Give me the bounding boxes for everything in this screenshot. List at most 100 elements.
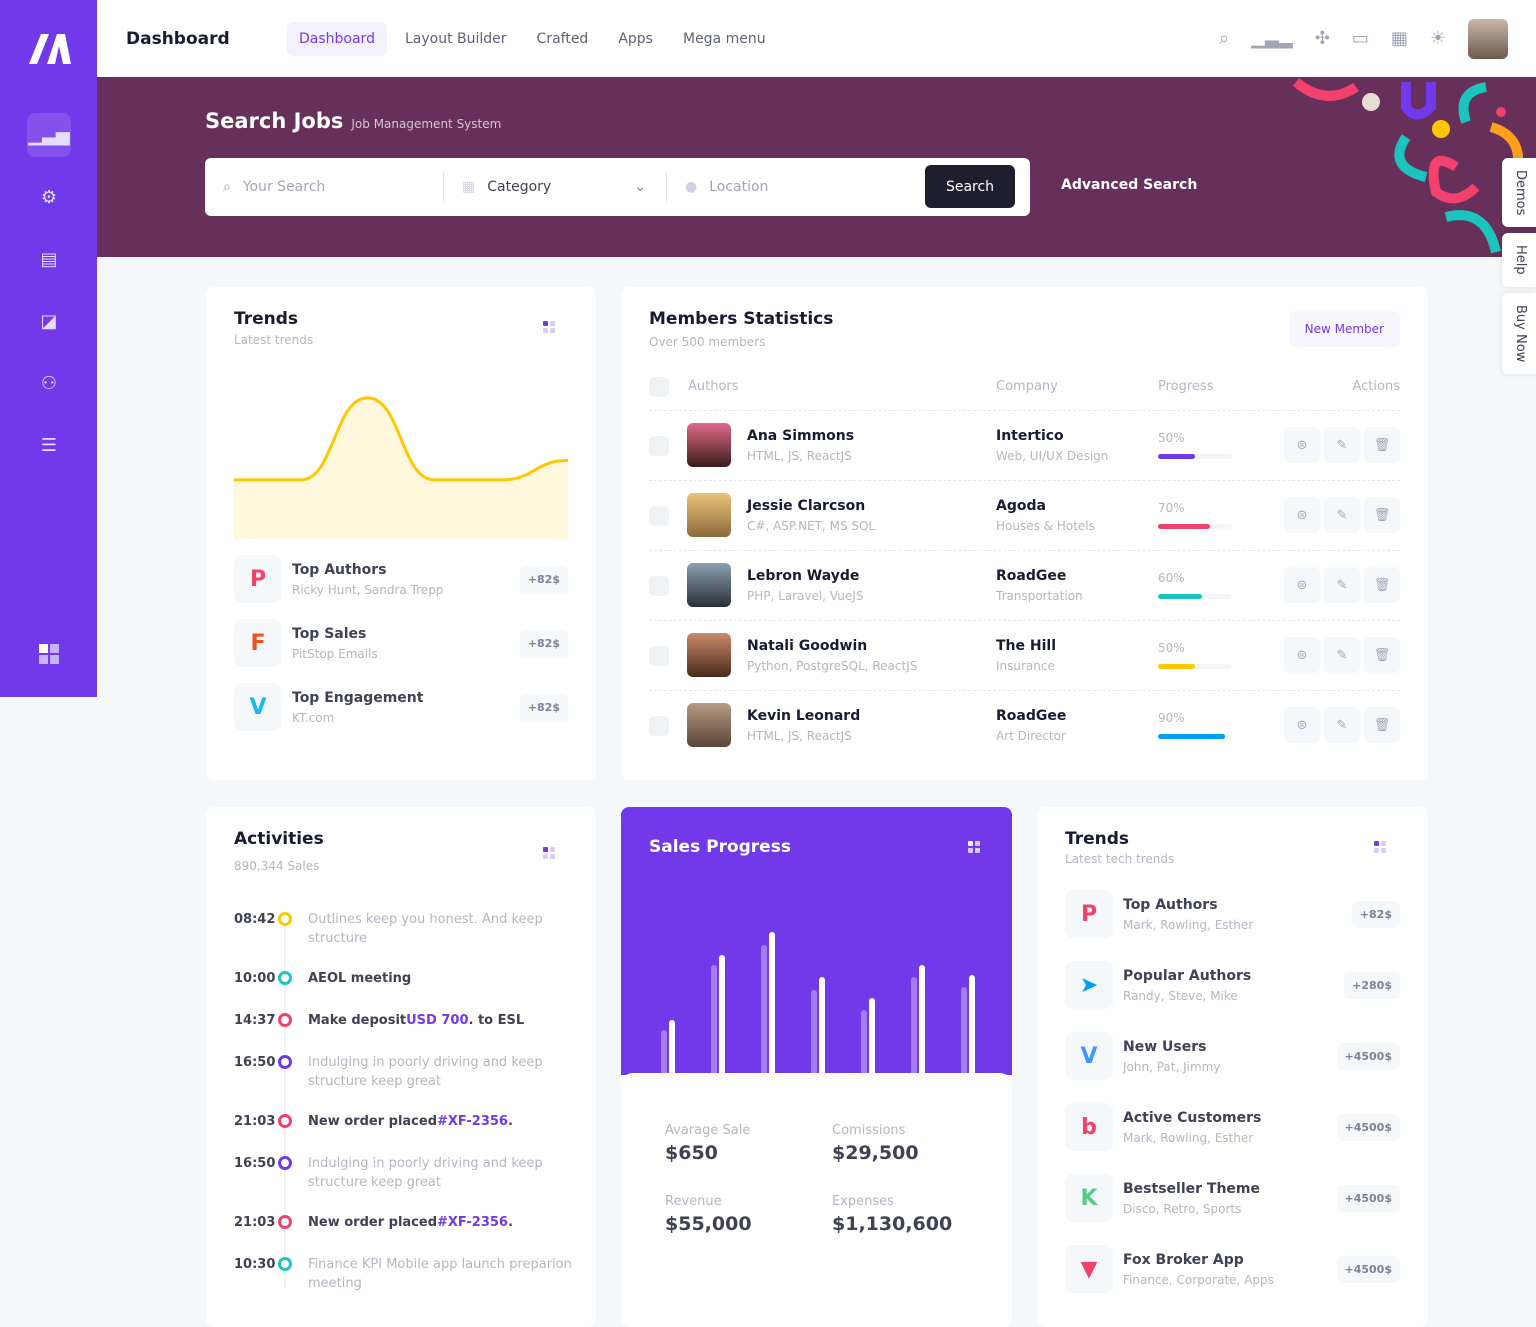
select-all-checkbox[interactable] (649, 377, 669, 397)
toggle-icon[interactable]: ⊜ (1284, 707, 1320, 743)
new-member-button[interactable]: New Member (1288, 311, 1400, 347)
delete-icon[interactable]: 🗑 (1364, 427, 1400, 463)
row-checkbox[interactable] (649, 506, 669, 526)
sales-stat: Revenue $55,000 (665, 1194, 752, 1235)
sidebar-item-users[interactable]: ⚇ (27, 361, 71, 405)
member-name[interactable]: Kevin Leonard (747, 708, 861, 724)
chat-icon[interactable]: ▭ (1351, 28, 1369, 49)
delete-icon[interactable]: 🗑 (1364, 567, 1400, 603)
table-row: Kevin Leonard HTML, JS, ReactJS RoadGee … (649, 690, 1400, 760)
toggle-icon[interactable]: ⊜ (1284, 427, 1320, 463)
sidebar-item-note[interactable]: ◪ (27, 299, 71, 343)
company-description: Art Director (996, 729, 1066, 743)
nav-tab[interactable]: Dashboard (287, 21, 387, 56)
delete-icon[interactable]: 🗑 (1364, 497, 1400, 533)
nav-tab[interactable]: Mega menu (682, 30, 766, 47)
item-title: Top Engagement (292, 689, 424, 706)
row-checkbox[interactable] (649, 436, 669, 456)
nav-tab[interactable]: Crafted (536, 30, 589, 47)
item-subtitle: Ricky Hunt, Sandra Trepp (292, 582, 444, 597)
sidebar-item-list[interactable]: ☰ (27, 423, 71, 467)
location-icon: ● (685, 179, 698, 195)
toggle-icon[interactable]: ⊜ (1284, 497, 1320, 533)
sales-bar-secondary (711, 965, 717, 1077)
decorative-shapes (1292, 78, 1524, 254)
chart-icon: ▁▃▅ (28, 124, 70, 146)
member-name[interactable]: Lebron Wayde (747, 568, 860, 584)
trend-item[interactable]: V New Users John, Pat, Jimmy +4500$ (1065, 1032, 1400, 1080)
progress-label: 50% (1158, 641, 1185, 655)
company-description: Houses & Hotels (996, 519, 1095, 533)
side-tab[interactable]: Buy Now (1502, 293, 1536, 375)
banner-title: Search Jobs (205, 109, 344, 133)
column-header[interactable]: Company (996, 379, 1058, 394)
search-icon[interactable]: ⌕ (1219, 28, 1230, 49)
trend-item[interactable]: b Active Customers Mark, Rowling, Esther +4… (1065, 1103, 1400, 1151)
member-name[interactable]: Jessie Clarcson (747, 498, 866, 514)
edit-icon[interactable]: ✎ (1324, 637, 1360, 673)
trend-item[interactable]: ➤ Popular Authors Randy, Steve, Mike +280$ (1065, 961, 1400, 1009)
advanced-search-link[interactable]: Advanced Search (1061, 177, 1198, 193)
trend-item[interactable]: V Top Engagement KT.com +82$ (234, 683, 568, 731)
chevron-down-icon[interactable]: ⌄ (634, 179, 646, 195)
search-input[interactable]: Your Search (242, 179, 326, 195)
menu-dots-icon[interactable] (1374, 841, 1386, 853)
menu-dots-icon[interactable] (543, 321, 555, 333)
location-input[interactable]: Location (709, 179, 769, 195)
trend-item[interactable]: P Top Authors Mark, Rowling, Esther +82$ (1065, 890, 1400, 938)
member-name[interactable]: Ana Simmons (747, 428, 855, 444)
row-checkbox[interactable] (649, 576, 669, 596)
nav-tab[interactable]: Apps (618, 30, 653, 47)
activity-link[interactable]: #XF-2356 (437, 1114, 508, 1129)
toggle-icon[interactable]: ⊜ (1284, 567, 1320, 603)
stat-label: Avarage Sale (665, 1123, 751, 1138)
edit-icon[interactable]: ✎ (1324, 567, 1360, 603)
trend-item[interactable]: P Top Authors Ricky Hunt, Sandra Trepp +82$ (234, 555, 568, 603)
menu-dots-icon[interactable] (968, 841, 980, 853)
avatar (687, 633, 731, 677)
timeline-dot-icon (278, 1257, 292, 1271)
edit-icon[interactable]: ✎ (1324, 427, 1360, 463)
progress-bar (1158, 524, 1232, 529)
logo[interactable] (27, 32, 71, 66)
item-title: Top Sales (292, 625, 367, 642)
avatar (687, 423, 731, 467)
grid-icon[interactable] (27, 632, 71, 676)
table-row: Lebron Wayde PHP, Laravel, VueJS RoadGee… (649, 550, 1400, 620)
card-subtitle: Over 500 members (649, 335, 766, 349)
trend-item[interactable]: F Top Sales PitStop Emails +82$ (234, 619, 568, 667)
nav-tab[interactable]: Layout Builder (404, 30, 507, 47)
sidebar-item-gear[interactable]: ⚙ (27, 175, 71, 219)
activity-link[interactable]: #XF-2356 (437, 1215, 508, 1230)
trend-item[interactable]: K Bestseller Theme Disco, Retro, Sports +45… (1065, 1174, 1400, 1222)
row-checkbox[interactable] (649, 716, 669, 736)
edit-icon[interactable]: ✎ (1324, 497, 1360, 533)
member-skills: HTML, JS, ReactJS (747, 729, 852, 743)
grid-icon[interactable]: ▦ (1390, 28, 1408, 49)
row-checkbox[interactable] (649, 646, 669, 666)
edit-icon[interactable]: ✎ (1324, 707, 1360, 743)
sidebar-item-document[interactable]: ▤ (27, 237, 71, 281)
toggle-icon[interactable]: ⊜ (1284, 637, 1320, 673)
column-header[interactable]: Authors (688, 379, 739, 394)
delete-icon[interactable]: 🗑 (1364, 637, 1400, 673)
bar-chart-icon[interactable]: ▁▃▂ (1251, 28, 1293, 49)
member-name[interactable]: Natali Goodwin (747, 638, 868, 654)
brand-logo-icon: K (1065, 1174, 1113, 1222)
sun-icon[interactable]: ☀ (1429, 28, 1446, 49)
note-icon: ◪ (40, 310, 58, 332)
category-select[interactable]: Category (487, 179, 552, 195)
side-tab[interactable]: Help (1502, 233, 1536, 288)
sidebar-item-chart[interactable]: ▁▃▅ (27, 113, 71, 157)
search-button[interactable]: Search (925, 165, 1015, 208)
column-header[interactable]: Progress (1158, 379, 1214, 394)
activity-link[interactable]: USD 700 (406, 1013, 469, 1028)
activity-time: 14:37 (234, 1013, 276, 1028)
user-avatar[interactable] (1468, 18, 1508, 59)
side-tab[interactable]: Demos (1502, 158, 1536, 228)
apps-icon[interactable]: ✣ (1314, 28, 1330, 49)
delete-icon[interactable]: 🗑 (1364, 707, 1400, 743)
trend-item[interactable]: ▼ Fox Broker App Finance, Corporate, Apps +… (1065, 1245, 1400, 1293)
avatar (687, 703, 731, 747)
menu-dots-icon[interactable] (543, 847, 555, 859)
